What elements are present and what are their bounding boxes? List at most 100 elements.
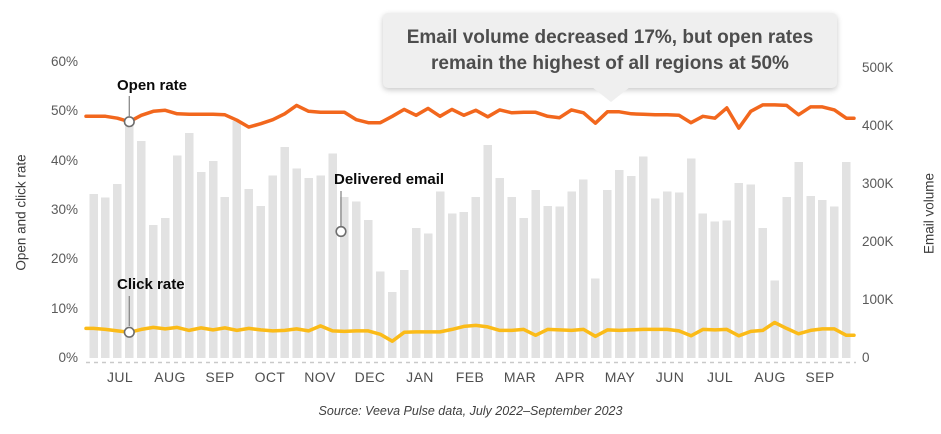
month-label: SEP — [205, 369, 235, 385]
open-rate-line — [84, 103, 856, 130]
delivered-email-bar — [172, 155, 182, 358]
delivered-email-bar — [411, 228, 421, 358]
delivered-email-bar — [615, 170, 624, 358]
callout-pointer-icon — [592, 87, 630, 102]
left-axis-tick: 10% — [50, 300, 78, 316]
click-rate-line — [84, 320, 856, 343]
delivered-email-bar — [447, 213, 457, 358]
delivered-email-bar — [818, 200, 827, 358]
right-axis-tick: 500K — [862, 60, 894, 75]
delivered-email-bar — [184, 133, 194, 358]
delivered-email-bar — [650, 198, 660, 358]
delivered-email-bar — [280, 146, 289, 358]
open-rate-label: Open rate — [117, 77, 188, 94]
month-label: SEP — [805, 369, 835, 385]
delivered-email-bar — [101, 197, 110, 358]
delivered-email-bar — [483, 145, 493, 358]
delivered-email-bar — [471, 196, 481, 358]
delivered-email-bar — [830, 206, 839, 358]
left-axis-tick: 40% — [50, 152, 78, 168]
month-label: JUL — [106, 369, 134, 385]
delivered-email-bar — [842, 162, 851, 358]
delivered-email-bar — [352, 201, 361, 358]
delivered-email-bar — [555, 206, 564, 358]
delivered-email-bar — [256, 206, 265, 358]
delivered-email-bar — [376, 271, 385, 358]
delivered-email-bar — [686, 158, 696, 358]
delivered-email-bar — [232, 120, 242, 358]
month-label: JUL — [706, 369, 734, 385]
delivered-email-bar — [435, 191, 445, 358]
delivered-email-bar — [567, 191, 576, 358]
month-label: AUG — [754, 369, 786, 385]
delivered-email-bar — [782, 196, 791, 358]
month-label: JUN — [655, 369, 685, 385]
delivered-email-bar — [579, 179, 588, 358]
delivered-email-bar — [495, 178, 504, 358]
delivered-email-bar — [364, 220, 373, 358]
click-rate-marker — [123, 326, 135, 338]
month-label: MAY — [604, 369, 636, 385]
delivered-email-bar — [722, 220, 732, 358]
month-label: AUG — [154, 369, 186, 385]
delivered-email-bar — [89, 193, 98, 358]
delivered-email-bar — [662, 191, 672, 358]
delivered-email-bar — [770, 280, 779, 358]
month-label: NOV — [304, 369, 336, 385]
left-axis-title: Open and click rate — [13, 154, 29, 271]
delivered-email-bar — [125, 121, 134, 359]
right-axis-tick: 300K — [862, 176, 894, 191]
delivered-email-bar — [304, 178, 313, 358]
delivered-email-bar — [160, 218, 170, 358]
right-axis-tick: 100K — [862, 292, 894, 307]
delivered-email-bar — [591, 278, 600, 358]
delivered-email-bar — [292, 168, 301, 358]
delivered-email-bar — [220, 196, 230, 358]
delivered-email-bar — [388, 291, 397, 358]
delivered-email-bar — [399, 269, 409, 358]
delivered-email-bar — [208, 160, 218, 358]
delivered-email-bar — [328, 153, 337, 358]
delivered-email-bar — [543, 206, 552, 358]
delivered-email-bar — [459, 211, 469, 358]
delivered-email-bar — [423, 233, 433, 358]
month-label: JAN — [406, 369, 434, 385]
callout-line2: remain the highest of all regions at 50% — [431, 52, 789, 74]
delivered-email-bar — [507, 196, 516, 358]
left-axis-tick: 60% — [50, 54, 78, 69]
delivered-email-bar — [340, 196, 349, 358]
right-axis-title: Email volume — [921, 172, 937, 255]
delivered-email-bar — [674, 192, 684, 358]
delivered-email-bar — [758, 228, 767, 358]
month-label: FEB — [455, 369, 485, 385]
delivered-email-bar — [531, 189, 540, 358]
delivered-email-bar — [244, 189, 254, 358]
right-axis-tick: 0 — [862, 350, 870, 365]
left-axis-tick: 30% — [50, 202, 78, 217]
source-note: Source: Veeva Pulse data, July 2022–Sept… — [318, 404, 623, 418]
callout: Email volume decreased 17%, but open rat… — [383, 13, 837, 102]
delivered-email-bar — [603, 189, 612, 358]
open-rate-marker — [123, 116, 135, 128]
delivered-email-marker — [335, 225, 347, 238]
month-label: OCT — [254, 369, 286, 385]
left-axis-tick: 20% — [50, 251, 78, 267]
delivered-email-bar — [113, 184, 122, 358]
left-axis-tick: 0% — [58, 350, 78, 365]
delivered-email-bar — [806, 196, 815, 358]
month-label: APR — [555, 369, 585, 385]
delivered-email-bar — [746, 184, 755, 358]
delivered-email-bar — [734, 182, 743, 358]
month-label: MAR — [503, 369, 537, 385]
right-axis-tick: 400K — [862, 118, 894, 133]
callout-line1: Email volume decreased 17%, but open rat… — [406, 26, 814, 48]
delivered-email-bar — [137, 141, 146, 358]
delivered-email-bar — [268, 175, 277, 358]
delivered-email-bar — [698, 213, 708, 358]
delivered-email-bar — [196, 171, 206, 358]
left-axis-tick: 50% — [50, 103, 78, 119]
right-axis-tick: 200K — [862, 234, 894, 249]
month-label: DEC — [354, 369, 386, 385]
